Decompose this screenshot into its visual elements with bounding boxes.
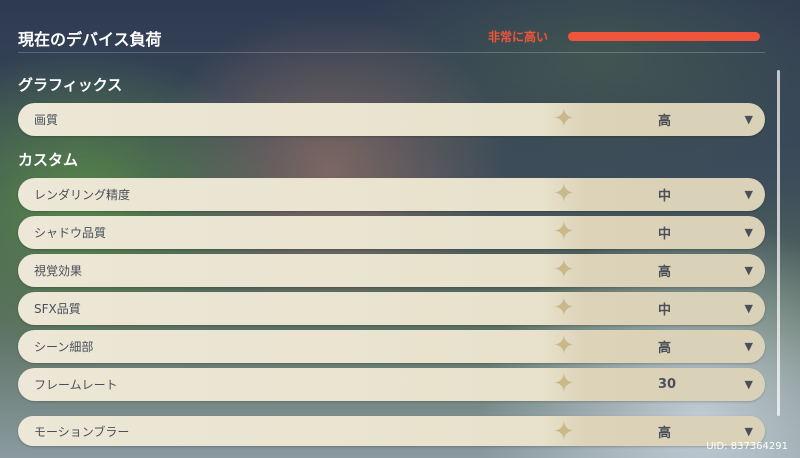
setting-value: 高 (658, 265, 672, 280)
triangle-down-icon[interactable]: ▼ (744, 424, 753, 438)
setting-value: 中 (658, 303, 672, 318)
triangle-down-icon[interactable]: ▼ (744, 378, 753, 391)
setting-label: レンダリング精度 (34, 188, 131, 202)
scrollbar[interactable] (777, 70, 780, 416)
triangle-down-icon[interactable]: ▼ (744, 113, 753, 126)
star-icon: ✦ (553, 331, 575, 361)
setting-value: 高 (658, 425, 672, 441)
star-icon: ✦ (553, 293, 575, 323)
setting-value: 高 (658, 341, 672, 356)
setting-dropdown[interactable]: ✦ モーションブラー 高 ▼ (18, 416, 765, 446)
setting-value: 中 (658, 227, 672, 242)
triangle-down-icon[interactable]: ▼ (744, 302, 753, 315)
device-load-bar (568, 32, 760, 41)
setting-label: 画質 (34, 113, 59, 127)
setting-value: 30 (658, 377, 677, 392)
triangle-down-icon[interactable]: ▼ (744, 340, 753, 353)
setting-dropdown[interactable]: ✦ 画質 高 ▼ (18, 103, 765, 136)
star-icon: ✦ (553, 179, 575, 209)
setting-value: 中 (658, 189, 672, 204)
setting-dropdown[interactable]: ✦ レンダリング精度 中 ▼ (18, 178, 765, 211)
setting-label: SFX品質 (34, 302, 81, 316)
setting-label: シーン細部 (34, 340, 94, 354)
star-icon: ✦ (553, 255, 575, 285)
setting-dropdown[interactable]: ✦ SFX品質 中 ▼ (18, 292, 765, 325)
setting-label: 視覚効果 (34, 264, 83, 278)
device-load-label: 非常に高い (488, 30, 549, 44)
setting-dropdown[interactable]: ✦ シーン細部 高 ▼ (18, 330, 765, 363)
page-title: 現在のデバイス負荷 (18, 30, 162, 49)
star-icon: ✦ (553, 417, 575, 447)
setting-label: シャドウ品質 (34, 226, 107, 240)
setting-label: フレームレート (34, 378, 118, 392)
setting-dropdown[interactable]: ✦ 視覚効果 高 ▼ (18, 254, 765, 287)
section-graphics-title: グラフィックス (18, 76, 123, 94)
setting-dropdown[interactable]: ✦ フレームレート 30 ▼ (18, 368, 765, 401)
setting-value: 高 (658, 114, 672, 129)
triangle-down-icon[interactable]: ▼ (744, 264, 753, 277)
triangle-down-icon[interactable]: ▼ (744, 226, 753, 239)
triangle-down-icon[interactable]: ▼ (744, 188, 753, 201)
star-icon: ✦ (553, 104, 575, 134)
star-icon: ✦ (553, 369, 575, 399)
divider (18, 52, 765, 53)
setting-label: モーションブラー (34, 424, 130, 439)
section-custom-title: カスタム (18, 151, 79, 169)
uid-label: UID: 837364291 (706, 441, 788, 452)
star-icon: ✦ (553, 217, 575, 247)
setting-dropdown[interactable]: ✦ シャドウ品質 中 ▼ (18, 216, 765, 249)
